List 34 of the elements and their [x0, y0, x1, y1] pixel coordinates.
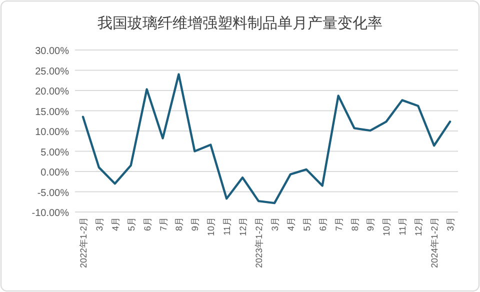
- x-tick-label: 11月: [398, 217, 408, 236]
- y-tick-label: 15.00%: [35, 106, 70, 118]
- x-tick-label: 9月: [366, 217, 376, 232]
- x-tick-label: 7月: [334, 217, 344, 232]
- x-tick-label: 2024年1-2月: [430, 217, 440, 268]
- y-tick-label: 10.00%: [35, 127, 70, 138]
- y-tick-label: -10.00%: [32, 208, 70, 219]
- x-tick-label: 3月: [446, 217, 456, 232]
- x-tick-label: 8月: [350, 217, 360, 232]
- x-tick-label: 9月: [190, 217, 200, 232]
- x-tick-label: 6月: [318, 217, 328, 232]
- x-tick-label: 11月: [222, 217, 232, 236]
- y-tick-label: 25.00%: [35, 66, 70, 78]
- x-tick-label: 6月: [142, 217, 152, 232]
- y-tick-label: 20.00%: [35, 86, 70, 98]
- x-tick-label: 2022年1-2月: [78, 217, 88, 268]
- x-tick-label: 10月: [206, 217, 216, 236]
- title: 我国玻璃纤维增强塑料制品单月产量变化率: [98, 15, 382, 32]
- x-tick-label: 5月: [126, 217, 136, 232]
- x-tick-label: 7月: [158, 217, 168, 232]
- x-tick-label: 3月: [94, 217, 104, 232]
- y-tick-label: 0.00%: [40, 168, 70, 178]
- x-tick-label: 12月: [414, 217, 424, 236]
- x-tick-label: 8月: [174, 217, 184, 232]
- y-tick-label: -5.00%: [37, 188, 70, 199]
- x-tick-label: 5月: [302, 217, 312, 232]
- x-tick-label: 4月: [110, 217, 120, 232]
- x-tick-label: 4月: [286, 217, 296, 232]
- y-tick-label: 5.00%: [40, 147, 70, 158]
- x-tick-label: 12月: [238, 217, 248, 236]
- x-tick-label: 2023年1-2月: [254, 217, 264, 268]
- x-tick-label: 3月: [270, 217, 280, 232]
- x-tick-label: 10月: [382, 217, 392, 236]
- y-tick-label: 30.00%: [35, 46, 70, 57]
